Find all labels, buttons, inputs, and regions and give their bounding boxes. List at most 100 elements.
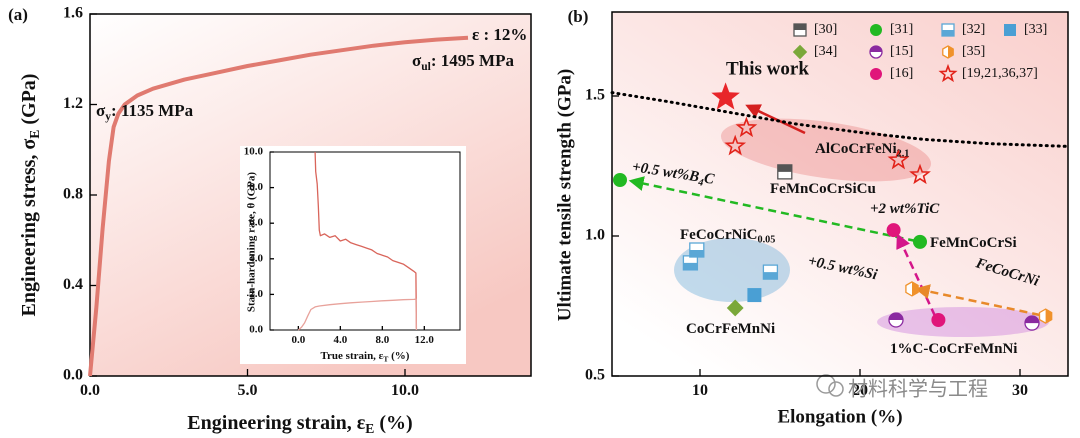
marker-part — [913, 234, 927, 249]
data-point — [711, 82, 740, 110]
x-tick-label: 5.0 — [238, 382, 258, 399]
annotation-main: FeMnCoCrSiCu — [770, 181, 876, 197]
marker-part — [886, 223, 901, 238]
data-point — [887, 148, 910, 170]
data-point — [726, 299, 744, 317]
x-tick-label: 4.0 — [333, 334, 347, 346]
annotation-rest: : 1135 MPa — [111, 101, 194, 120]
annotation-sub: ul — [421, 60, 431, 73]
marker-part — [724, 134, 747, 156]
annotation: σy: 1135 MPa — [96, 101, 194, 123]
marker-part — [912, 281, 919, 296]
marker-part — [870, 46, 882, 52]
y-axis-label-rest: (GPa) — [18, 74, 40, 130]
data-point — [888, 312, 904, 328]
y-axis-label: Stain-hardening rate, θ (GPa) — [246, 172, 258, 313]
x-tick-label: 8.0 — [375, 334, 389, 346]
y-tick-label: 4.0 — [249, 252, 263, 264]
highlight-label: This work — [726, 58, 809, 79]
annotation: σul: 1495 MPa — [412, 51, 514, 73]
annotation: FeCoCrNiC0.05 — [680, 227, 775, 245]
annotation-rest: : 1495 MPa — [431, 51, 515, 70]
legend-marker — [1004, 24, 1016, 36]
data-line — [297, 298, 418, 331]
marker-part — [763, 272, 778, 280]
x-tick-label: 10 — [692, 382, 708, 399]
panel-label: (a) — [8, 5, 28, 24]
x-tick-label: 0.0 — [291, 334, 305, 346]
x-axis-label: True strain, εT (%) — [321, 350, 410, 363]
marker-part — [909, 163, 931, 185]
marker-part — [1045, 309, 1052, 324]
annotation-sub: 0.05 — [757, 235, 775, 246]
marker-part — [726, 299, 744, 317]
x-tick-label: 0.0 — [80, 382, 100, 399]
annotation: +2 wt%TiC — [870, 201, 940, 217]
marker-part — [613, 173, 627, 187]
marker-part — [889, 313, 903, 320]
marker-part — [792, 44, 808, 60]
marker-part — [887, 148, 910, 170]
x-axis-label-rest: (%) — [388, 350, 409, 362]
y-tick-label: 1.0 — [585, 227, 605, 244]
x-tick-label: 12.0 — [415, 334, 435, 346]
annotation-main: FeMnCoCrSi — [930, 235, 1017, 251]
data-point — [886, 223, 901, 238]
panel-label: (b) — [568, 7, 589, 26]
annotation-rest: C — [703, 171, 716, 189]
annotation-main: FeCoCrNiC — [680, 227, 757, 243]
x-axis-label-sub: E — [365, 421, 374, 436]
marker-part — [711, 82, 740, 110]
legend-label: [19,21,36,37] — [962, 66, 1038, 81]
data-point — [905, 281, 919, 297]
marker-part — [747, 288, 762, 303]
legend-label: [31] — [890, 22, 913, 37]
y-tick-label: 1.6 — [63, 5, 83, 22]
watermark-icon — [816, 374, 844, 397]
x-tick-label: 20 — [852, 382, 868, 399]
annotation-main: ε : 12% — [472, 25, 527, 44]
legend-marker — [869, 45, 883, 59]
marker-part — [689, 250, 704, 257]
x-axis-label-main: Engineering strain, ε — [187, 412, 365, 434]
annotation-main: CoCrFeMnNi — [686, 321, 775, 337]
annotation: ε : 12% — [472, 25, 527, 44]
y-axis-label: Engineering stress, σE (GPa) — [18, 74, 43, 317]
marker-part — [870, 68, 882, 80]
watermark: 材料科学与工程 — [848, 377, 988, 401]
arrow — [896, 233, 937, 317]
trend-line — [610, 91, 1070, 148]
marker-part — [1025, 316, 1039, 324]
marker-part — [1004, 24, 1016, 36]
data-point — [613, 173, 627, 187]
arrow — [914, 284, 1041, 317]
y-tick-label: 0.0 — [249, 324, 263, 336]
data-point — [931, 313, 946, 327]
data-point — [689, 242, 705, 258]
y-tick-label: 0.4 — [63, 276, 83, 293]
plot-frame — [269, 151, 461, 331]
legend-label: [35] — [962, 44, 985, 59]
y-tick-label: 0.0 — [63, 367, 83, 384]
legend-marker — [942, 45, 954, 59]
legend-marker — [938, 63, 958, 83]
x-tick-label: 10.0 — [391, 382, 419, 399]
annotation-main: AlCoCrFeNi — [815, 141, 897, 157]
annotation: FeMnCoCrSiCu — [770, 181, 876, 197]
y-tick-label: 6.0 — [249, 217, 263, 229]
annotation: 1%C-CoCrFeMnNi — [890, 341, 1017, 357]
annotation-main: σ — [412, 51, 422, 70]
legend-marker — [870, 24, 882, 36]
data-line — [314, 151, 418, 329]
legend-label: [16] — [890, 66, 913, 81]
marker-part — [931, 313, 946, 327]
marker-part — [870, 24, 882, 36]
y-tick-label: 10.0 — [244, 146, 264, 158]
annotation: AlCoCrFeNi2.1 — [815, 141, 909, 159]
marker-part — [683, 262, 698, 270]
data-line — [88, 35, 469, 377]
x-axis-label: Elongation (%) — [777, 406, 902, 427]
legend-label: [32] — [962, 22, 985, 37]
annotation-main: 1%C-CoCrFeMnNi — [890, 341, 1017, 357]
